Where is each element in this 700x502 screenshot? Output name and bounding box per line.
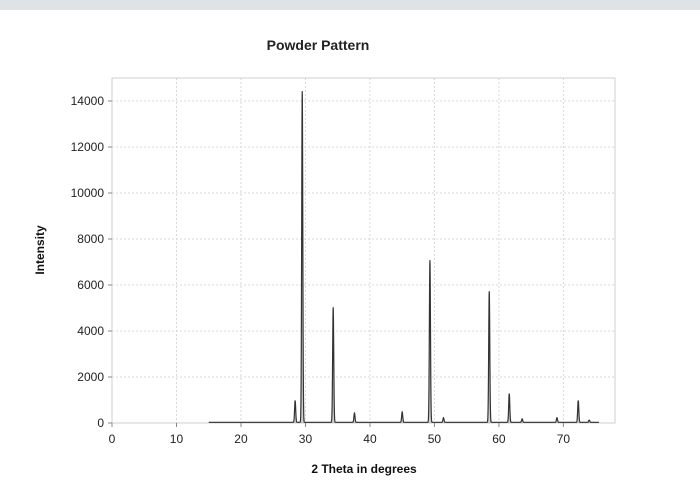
chart-title: Powder Pattern — [267, 37, 370, 53]
y-tick-label: 6000 — [77, 278, 104, 292]
series-layer — [209, 91, 599, 423]
x-tick-label: 20 — [234, 432, 248, 446]
x-tick-label: 60 — [492, 432, 506, 446]
x-tick-label: 10 — [170, 432, 184, 446]
pattern-area — [209, 91, 599, 423]
x-tick-label: 0 — [109, 432, 116, 446]
y-tick-label: 10000 — [71, 186, 105, 200]
x-tick-label: 50 — [428, 432, 442, 446]
x-tick-label: 40 — [363, 432, 377, 446]
x-tick-label: 30 — [299, 432, 313, 446]
x-axis-label: 2 Theta in degrees — [311, 462, 417, 476]
y-tick-label: 8000 — [77, 232, 104, 246]
pattern-line — [209, 91, 599, 422]
y-tick-label: 2000 — [77, 370, 104, 384]
y-axis-label: Intensity — [33, 225, 47, 275]
y-tick-label: 4000 — [77, 324, 104, 338]
y-tick-label: 14000 — [71, 94, 105, 108]
y-tick-label: 0 — [97, 416, 104, 430]
grid-layer — [112, 78, 615, 423]
plot-frame — [112, 78, 615, 423]
x-tick-label: 70 — [557, 432, 571, 446]
y-tick-label: 12000 — [71, 140, 105, 154]
y-axis-ticks: 0 2000 4000 6000 8000 10000 12000 14000 — [71, 94, 112, 430]
x-axis-ticks: 0 10 20 30 40 50 60 70 — [109, 423, 571, 446]
